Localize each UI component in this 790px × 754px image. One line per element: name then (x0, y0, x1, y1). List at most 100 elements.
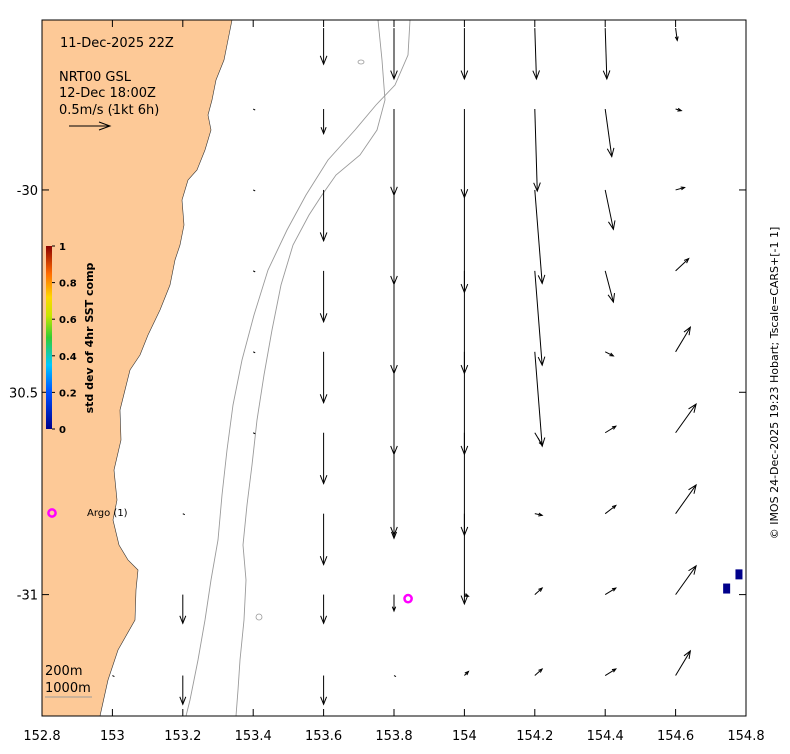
current-arrow (534, 587, 544, 595)
current-arrow (460, 513, 469, 606)
y-tick-label: -31 (17, 589, 38, 604)
current-arrow (534, 189, 546, 285)
timestamp-label: 11-Dec-2025 22Z (60, 36, 174, 51)
current-arrow (675, 483, 697, 514)
x-tick-label: 154.4 (587, 729, 624, 744)
current-arrow (252, 270, 256, 273)
argo-marker-group (403, 593, 413, 604)
current-arrow (604, 668, 618, 676)
current-arrow (534, 432, 543, 447)
current-arrow (320, 594, 328, 625)
current-arrow (602, 28, 611, 81)
current-arrow (460, 28, 469, 81)
current-arrow (319, 351, 328, 405)
current-arrow (179, 594, 187, 625)
current-arrow (604, 351, 615, 357)
current-arrow (675, 564, 697, 595)
argo-float-marker (403, 593, 413, 604)
current-arrow (534, 270, 546, 367)
isobath-1000m (185, 20, 411, 716)
current-arrow (182, 513, 186, 516)
current-vector-field (112, 28, 697, 706)
x-tick-label: 154.8 (727, 729, 764, 744)
current-arrow (252, 108, 256, 111)
x-tick-label: 153 (100, 729, 125, 744)
current-arrow (319, 270, 328, 324)
depth-1000m-label: 1000m (45, 681, 91, 696)
x-tick-label: 154.6 (657, 729, 694, 744)
y-axis: -30 30.5 -31 (9, 184, 746, 604)
colorbar-tick-label: 0.4 (59, 352, 77, 363)
current-arrow (604, 270, 615, 304)
current-arrow (604, 108, 615, 158)
current-arrow (464, 670, 470, 676)
isobath-200m (235, 20, 386, 716)
product-label: NRT00 GSL (59, 70, 132, 85)
land-mass (42, 20, 233, 716)
current-arrow (675, 257, 690, 272)
current-arrow (675, 326, 692, 353)
current-arrow (533, 109, 541, 193)
credit-text: © IMOS 24-Dec-2025 19:23 Hobart; Tscale=… (768, 227, 781, 540)
current-arrow (464, 593, 470, 597)
current-arrow (604, 189, 616, 231)
current-arrow (179, 675, 187, 706)
island-marker (357, 59, 365, 65)
sst-patch (735, 569, 743, 580)
current-arrow (604, 587, 618, 596)
y-tick-label: -30 (17, 184, 38, 199)
colorbar-tick-label: 0 (59, 425, 66, 436)
colorbar (46, 246, 52, 429)
current-arrow (319, 28, 328, 66)
current-arrow (320, 675, 328, 706)
x-axis: 152.8 153 153.2 153.4 153.6 153.8 154 154.2 154.… (23, 20, 765, 744)
x-tick-label: 152.8 (23, 729, 60, 744)
colorbar-title: std dev of 4hr SST comp (83, 262, 96, 413)
scale-arrow (69, 121, 112, 131)
colorbar-tick-label: 1 (59, 242, 66, 253)
current-arrow (675, 649, 692, 676)
argo-legend-label: Argo (1) (87, 508, 128, 519)
current-arrow (534, 512, 544, 517)
current-arrow (112, 675, 115, 677)
current-arrow (675, 107, 683, 112)
argo-legend-symbol (47, 508, 57, 518)
current-arrow (391, 594, 397, 613)
current-arrow (319, 513, 328, 566)
current-arrow (319, 189, 328, 243)
scale-label: 0.5m/s (1kt 6h) (59, 103, 159, 118)
current-arrow (252, 351, 256, 354)
current-arrow (320, 109, 327, 135)
current-arrow (390, 28, 398, 81)
current-arrow (252, 189, 256, 192)
current-arrow (319, 432, 328, 485)
y-tick-label: 30.5 (9, 386, 38, 401)
x-tick-label: 153.6 (305, 729, 342, 744)
current-arrow (675, 186, 686, 191)
current-arrow (532, 28, 540, 81)
current-arrow (390, 513, 398, 540)
current-arrow (604, 504, 617, 515)
x-tick-label: 153.2 (164, 729, 201, 744)
x-tick-label: 153.4 (235, 729, 272, 744)
current-arrow (252, 432, 256, 435)
current-arrow (604, 425, 618, 434)
colorbar-tick-label: 0.6 (59, 315, 77, 326)
colorbar-tick-label: 0.8 (59, 279, 77, 290)
colorbar-tick-label: 0.2 (59, 388, 77, 399)
current-arrow (534, 668, 544, 676)
depth-200m-label: 200m (45, 664, 82, 679)
sst-patch (723, 583, 731, 594)
x-tick-label: 153.8 (375, 729, 412, 744)
current-arrow (393, 675, 397, 677)
sst-patch-group (723, 569, 743, 594)
x-tick-label: 154.2 (516, 729, 553, 744)
current-arrow (675, 402, 697, 434)
current-arrow (112, 108, 115, 111)
colorbar-ticks: 1 0.8 0.6 0.4 0.2 0 (52, 242, 77, 436)
valid-time-label: 12-Dec 18:00Z (59, 86, 156, 101)
current-arrow (674, 28, 679, 42)
island-marker (255, 613, 263, 621)
